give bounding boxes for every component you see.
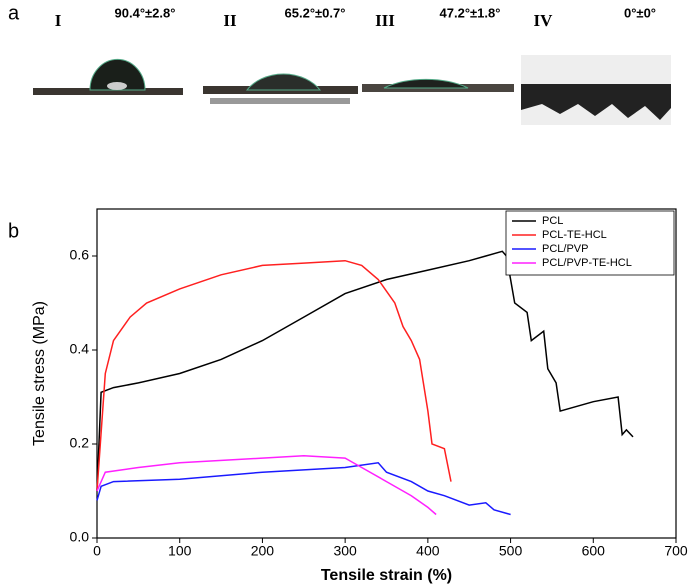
legend-label: PCL/PVP-TE-HCL	[542, 257, 632, 269]
chart: b 0 100 200 300 400 500 600 700 0.0 0.2 0.4 0.6 Tensi…	[8, 208, 688, 584]
series-line	[96, 462, 511, 516]
contact-angle: 65.2°±0.7°	[285, 5, 346, 20]
series-line	[96, 259, 452, 492]
legend-label: PCL	[542, 215, 563, 227]
y-axis-label: Tensile stress (MPa)	[31, 301, 48, 446]
plot-frame	[96, 208, 677, 539]
image-numeral: II	[223, 11, 237, 30]
x-tick-label: 200	[251, 543, 275, 559]
contact-angle: 90.4°±2.8°	[115, 5, 176, 20]
y-tick-label: 0.6	[70, 247, 90, 263]
y-tick-label: 0.0	[70, 529, 90, 545]
panel-a-labels: I 90.4°±2.8° II 65.2°±0.7° III 47.2°±1.8° IV 0°…	[55, 5, 656, 29]
series-line	[96, 455, 437, 516]
x-tick-label: 100	[168, 543, 192, 559]
legend-label: PCL-TE-HCL	[542, 229, 607, 241]
legend-label: PCL/PVP	[542, 243, 588, 255]
panel-label: b	[8, 220, 19, 242]
x-tick-label: 700	[664, 543, 688, 559]
contact-angle: 0°±0°	[624, 5, 656, 20]
x-tick-label: 600	[582, 543, 606, 559]
panel-label: a	[8, 2, 20, 24]
image-numeral: III	[375, 11, 395, 30]
image-numeral: IV	[534, 11, 554, 30]
x-axis-label: Tensile strain (%)	[321, 567, 452, 584]
contact-angle: 47.2°±1.8°	[440, 5, 501, 20]
x-tick-label: 0	[93, 543, 101, 559]
x-tick-label: 400	[416, 543, 440, 559]
image-numeral: I	[55, 11, 62, 30]
droplet-images	[33, 55, 671, 125]
series-line	[96, 250, 634, 492]
y-tick-label: 0.4	[70, 341, 90, 357]
x-tick-label: 500	[499, 543, 523, 559]
x-tick-label: 300	[333, 543, 357, 559]
y-tick-label: 0.2	[70, 435, 90, 451]
